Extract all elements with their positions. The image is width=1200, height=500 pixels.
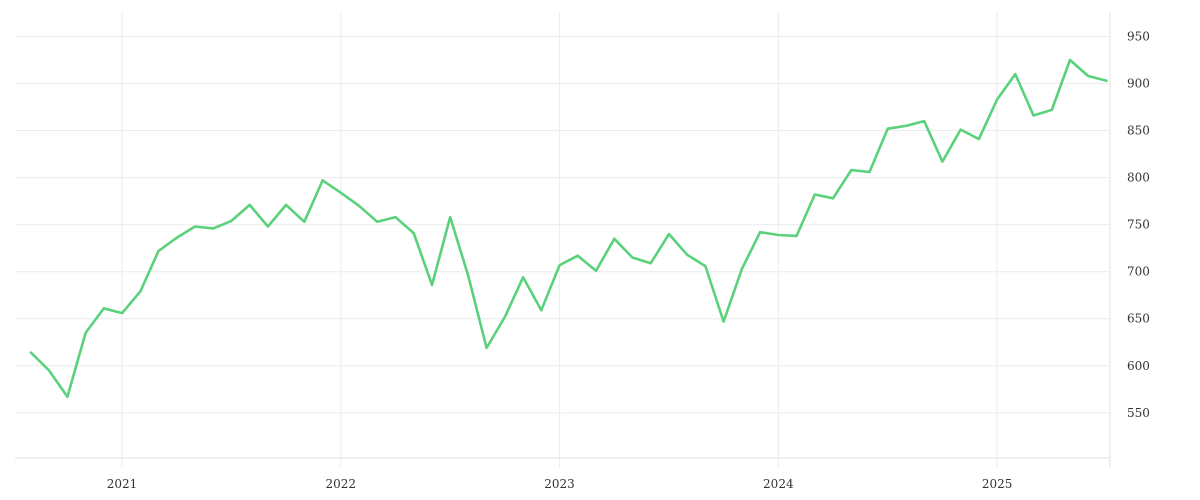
y-tick-label-650: 650	[1127, 312, 1150, 326]
x-tick-label-2024: 2024	[763, 477, 794, 491]
y-tick-label-850: 850	[1127, 124, 1150, 138]
y-tick-label-950: 950	[1127, 29, 1150, 43]
y-tick-label-800: 800	[1127, 171, 1150, 185]
x-tick-label-2021: 2021	[107, 477, 138, 491]
x-tick-label-2023: 2023	[544, 477, 575, 491]
series-layer	[29, 58, 1108, 399]
vertical-gridlines	[121, 12, 998, 467]
horizontal-gridlines	[15, 35, 1110, 414]
series-line-0	[29, 58, 1108, 399]
x-tick-label-2025: 2025	[982, 477, 1013, 491]
y-tick-label-750: 750	[1127, 218, 1150, 232]
y-axis-ticks: 550 600 650 700 750 800 850 900 950	[1127, 29, 1150, 419]
y-tick-label-900: 900	[1127, 77, 1150, 91]
x-axis-ticks: 2021 2022 2023 2024 2025	[107, 477, 1013, 491]
y-tick-label-600: 600	[1127, 359, 1150, 373]
x-tick-label-2022: 2022	[326, 477, 357, 491]
y-tick-label-700: 700	[1127, 265, 1150, 279]
y-tick-label-550: 550	[1127, 406, 1150, 420]
